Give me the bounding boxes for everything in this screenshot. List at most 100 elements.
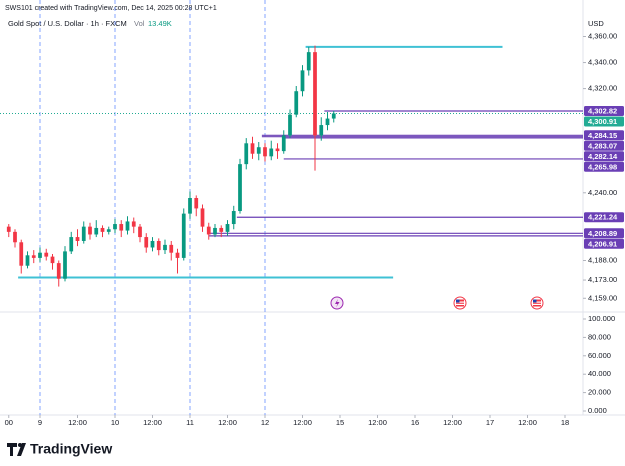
y-tick-label: 4,188.00 bbox=[588, 255, 617, 264]
price-label: 4,300.91 bbox=[588, 117, 617, 126]
y-tick-label: 4,159.00 bbox=[588, 293, 617, 302]
x-tick-label: 12:00 bbox=[68, 418, 87, 427]
price-label: 4,221.24 bbox=[588, 213, 618, 222]
candle-body bbox=[56, 263, 61, 279]
candle-body bbox=[319, 125, 324, 136]
candle-body bbox=[256, 147, 261, 154]
candle-body bbox=[306, 52, 311, 71]
price-label-box bbox=[584, 161, 624, 172]
x-tick-label: 12:00 bbox=[518, 418, 537, 427]
price-label-box bbox=[584, 212, 624, 223]
price-label-box bbox=[584, 116, 624, 127]
x-tick-label: 15 bbox=[336, 418, 344, 427]
flag-canton bbox=[533, 299, 537, 303]
flag-stripe bbox=[533, 301, 541, 303]
price-label: 4,206.91 bbox=[588, 239, 617, 248]
flag-stripes bbox=[533, 299, 541, 307]
currency: USD bbox=[588, 19, 604, 28]
candle-body bbox=[269, 148, 274, 157]
us-event-icon[interactable] bbox=[530, 296, 544, 310]
event-icon[interactable] bbox=[330, 296, 344, 310]
candle-body bbox=[88, 226, 92, 235]
candle-body bbox=[163, 244, 167, 251]
candle-body bbox=[144, 237, 149, 248]
price-label-box bbox=[584, 105, 624, 116]
price-label-box bbox=[584, 228, 624, 239]
candle-body bbox=[131, 221, 136, 227]
candle-body bbox=[244, 143, 249, 165]
candle-body bbox=[100, 227, 105, 232]
x-tick-label: 12:00 bbox=[218, 418, 237, 427]
y-tick-label: 4,360.00 bbox=[588, 31, 617, 40]
candle-body bbox=[300, 70, 305, 92]
flag-stripe bbox=[533, 303, 541, 305]
candle-body bbox=[175, 252, 180, 258]
us-event-icon[interactable] bbox=[453, 296, 467, 310]
candle-body bbox=[106, 229, 111, 232]
x-tick-label: 12:00 bbox=[293, 418, 312, 427]
x-tick-label: 17 bbox=[486, 418, 494, 427]
candle-body bbox=[156, 240, 161, 251]
candle-body bbox=[325, 118, 330, 126]
candle-body bbox=[181, 213, 186, 258]
y-tick-label: 4,320.00 bbox=[588, 84, 617, 93]
logo[interactable]: TradingView bbox=[7, 441, 112, 457]
y-tick-label: 4,240.00 bbox=[588, 188, 617, 197]
price-label-box bbox=[584, 238, 624, 249]
candle-body bbox=[31, 255, 36, 258]
footer-brand: TradingView bbox=[30, 441, 112, 457]
candle-body bbox=[63, 251, 67, 279]
price-label: 4,283.07 bbox=[588, 141, 617, 150]
price-label: 4,265.98 bbox=[588, 162, 617, 171]
candle-body bbox=[150, 240, 155, 248]
volume-tick-label: 100.000 bbox=[588, 314, 615, 323]
x-tick-label: 12:00 bbox=[368, 418, 387, 427]
flag-stripe bbox=[456, 303, 464, 305]
candle-body bbox=[263, 147, 267, 157]
flag-stripe bbox=[456, 301, 464, 303]
header: SWS101 created with TradingView.com, Dec… bbox=[5, 5, 217, 12]
lightning bbox=[335, 299, 340, 308]
candle-body bbox=[44, 252, 49, 257]
candle-body bbox=[125, 221, 130, 231]
candle-body bbox=[50, 256, 55, 264]
price-label-box bbox=[584, 140, 624, 151]
x-tick-label: 9 bbox=[38, 418, 42, 427]
x-tick-label: 18 bbox=[561, 418, 569, 427]
candle-body bbox=[313, 52, 317, 136]
candle-body bbox=[294, 91, 299, 115]
chart-title: Gold Spot / U.S. Dollar · 1h · FXCM bbox=[8, 19, 127, 28]
volume-tick-label: 40.000 bbox=[588, 369, 611, 378]
y-tick-label: 4,173.00 bbox=[588, 275, 617, 284]
candle-body bbox=[75, 237, 80, 241]
candle-body bbox=[213, 227, 217, 235]
candle-body bbox=[188, 198, 192, 214]
volume-tick-label: 60.000 bbox=[588, 351, 611, 360]
candle-body bbox=[119, 224, 124, 231]
y-tick-label: 4,340.00 bbox=[588, 58, 617, 67]
x-tick-label: 00 bbox=[5, 418, 13, 427]
candle-body bbox=[250, 143, 255, 154]
volume-tick-label: 0.000 bbox=[588, 406, 607, 415]
candle-body bbox=[25, 255, 30, 266]
logo-mark bbox=[7, 443, 17, 456]
price-label-box bbox=[584, 130, 624, 141]
candle-body bbox=[206, 226, 211, 235]
candle-body bbox=[138, 226, 142, 238]
candle-body bbox=[275, 148, 280, 152]
candle-body bbox=[219, 227, 224, 232]
candle-body bbox=[94, 227, 99, 235]
price-label: 4,208.89 bbox=[588, 229, 617, 238]
candle-body bbox=[238, 164, 242, 212]
candle-body bbox=[231, 211, 236, 225]
candle-body bbox=[169, 244, 174, 253]
candle-body bbox=[331, 113, 336, 119]
candle-body bbox=[19, 242, 24, 266]
candle-body bbox=[288, 114, 292, 136]
price-label: 4,284.15 bbox=[588, 131, 617, 140]
x-tick-label: 12:00 bbox=[443, 418, 462, 427]
x-tick-label: 16 bbox=[411, 418, 419, 427]
x-tick-label: 11 bbox=[186, 418, 194, 427]
candle-body bbox=[200, 208, 205, 227]
